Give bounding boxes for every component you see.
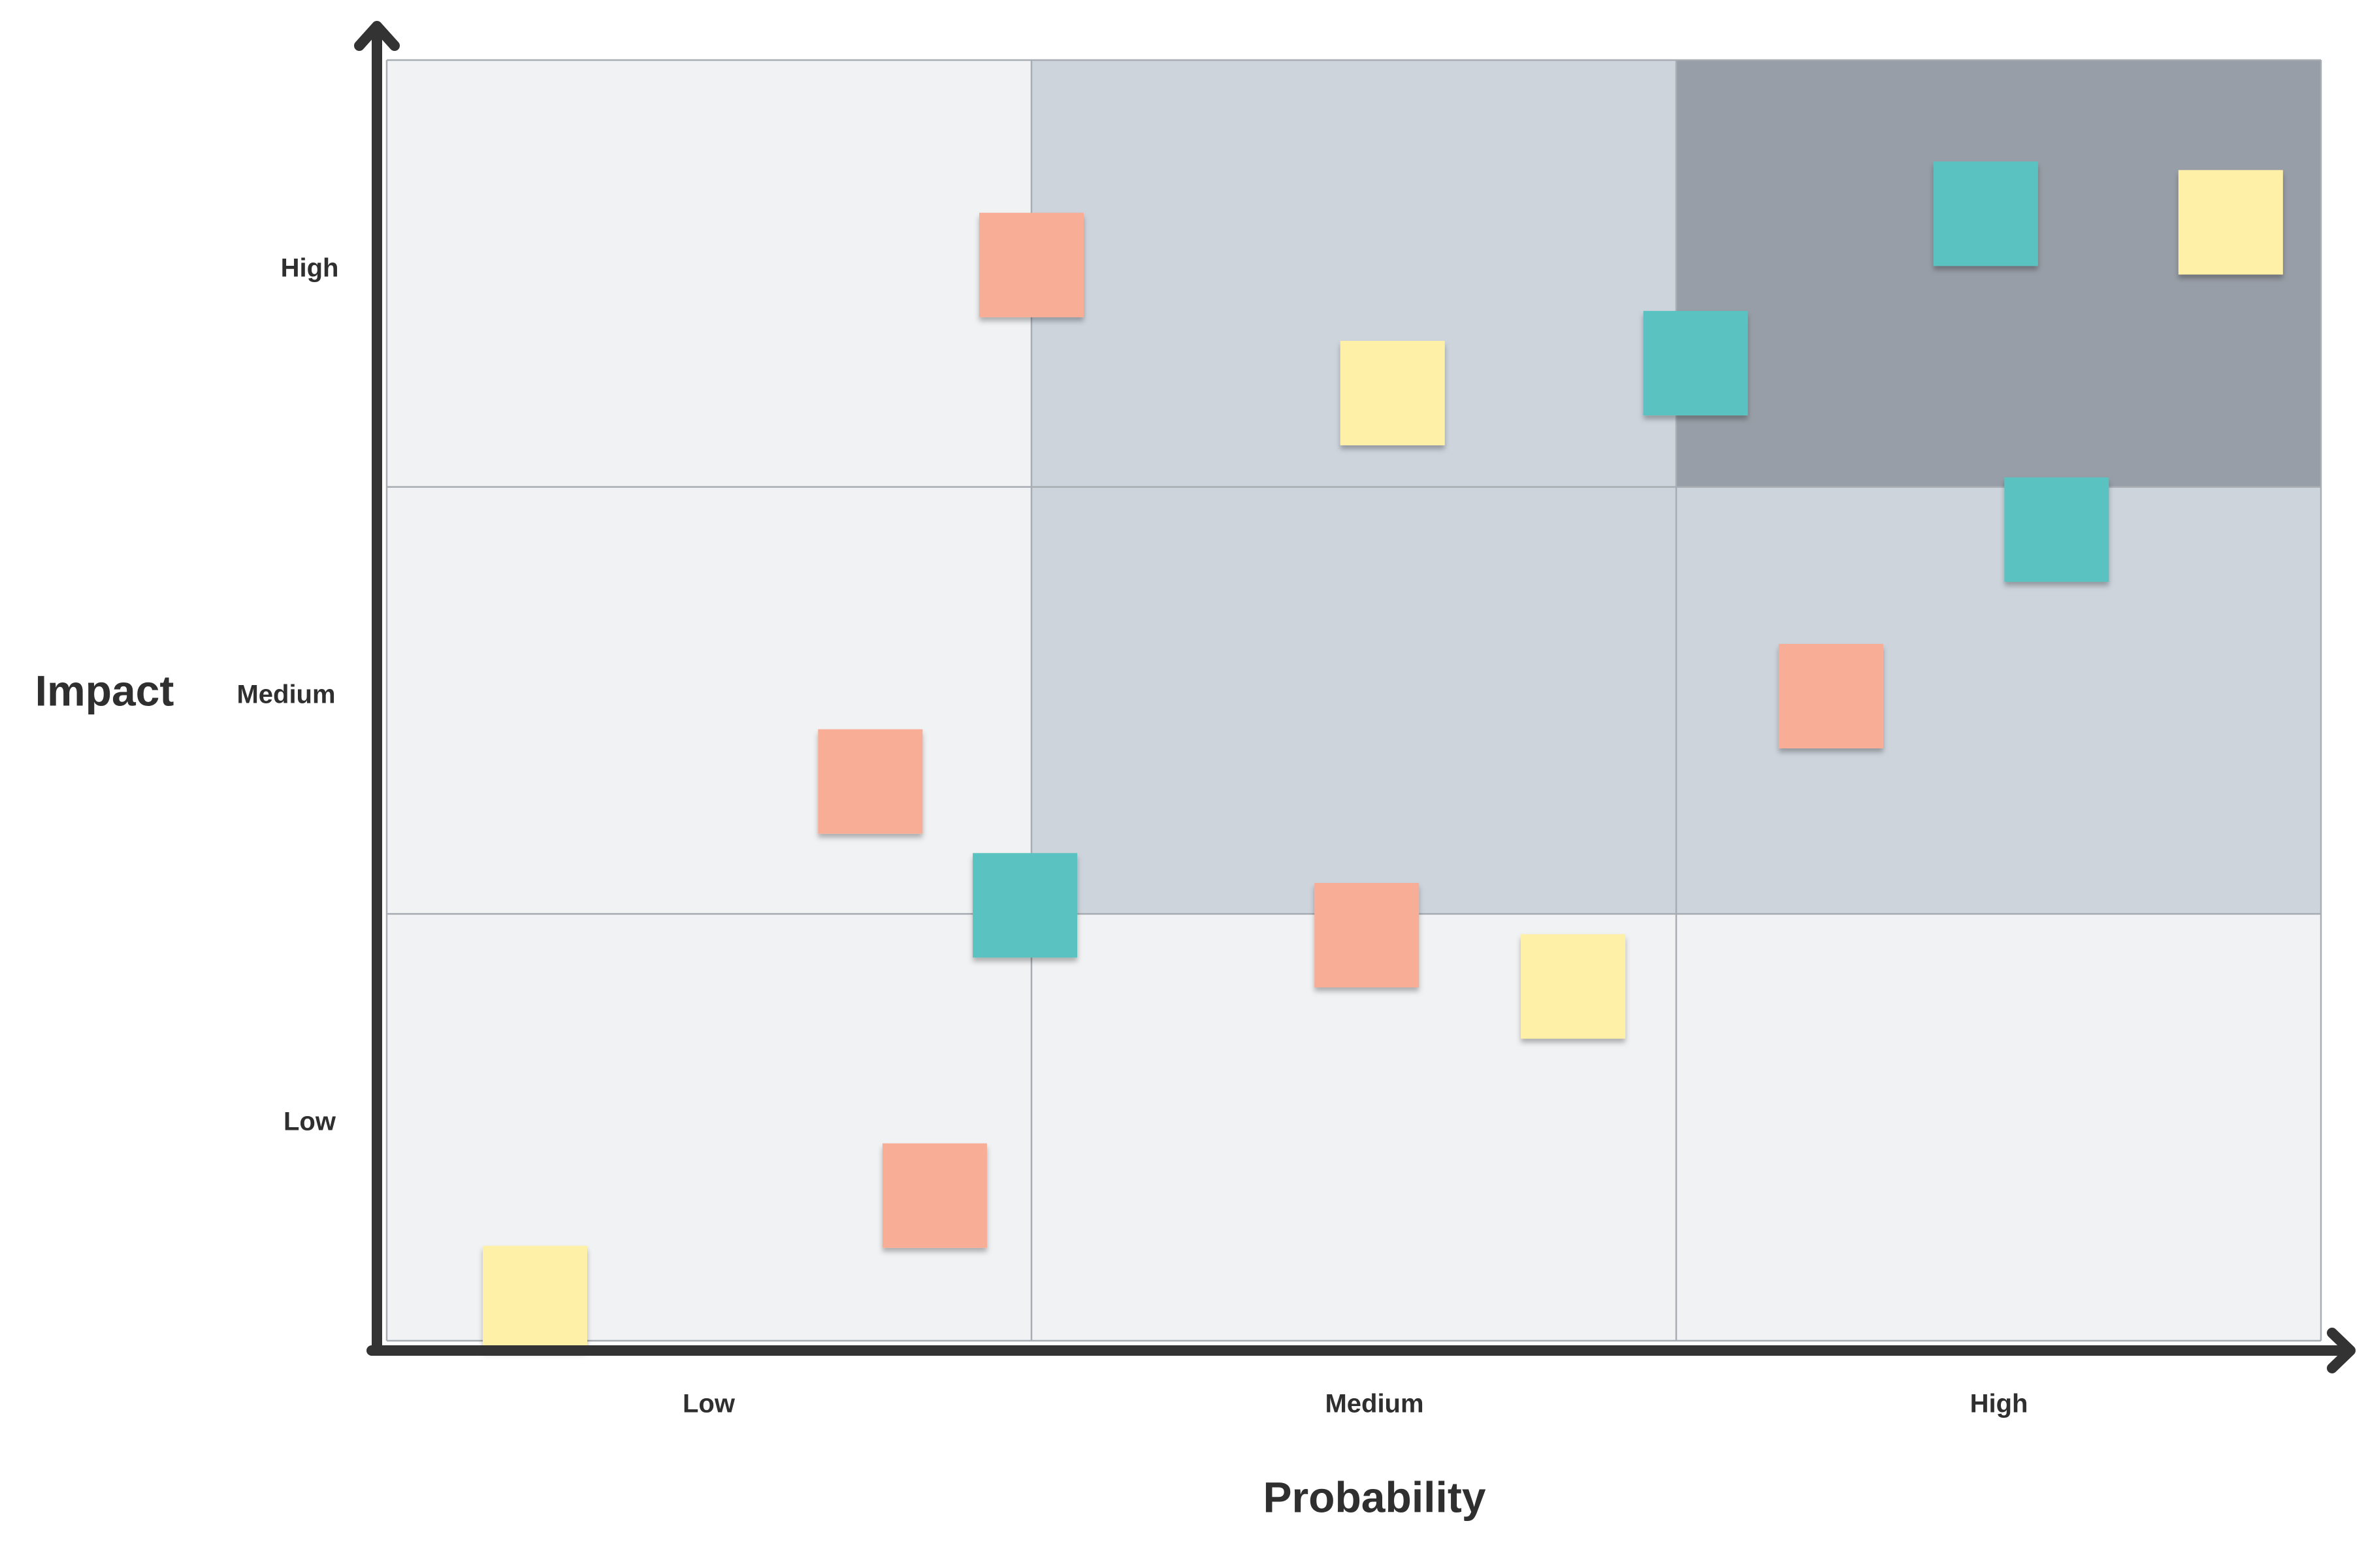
cell-medium-probability-medium-impact bbox=[1031, 487, 1676, 914]
sticky-note-salmon-1 bbox=[979, 212, 1084, 317]
y-tick-high: High bbox=[281, 254, 339, 283]
x-tick-low: Low bbox=[683, 1390, 736, 1418]
sticky-notes bbox=[483, 161, 2283, 1351]
cell-low-probability-high-impact bbox=[387, 60, 1031, 487]
sticky-note-salmon-10 bbox=[1314, 883, 1419, 987]
sticky-note-yellow-2 bbox=[1340, 340, 1445, 445]
sticky-note-yellow-5 bbox=[2178, 170, 2283, 275]
x-tick-medium: Medium bbox=[1325, 1390, 1423, 1418]
sticky-note-salmon-12 bbox=[882, 1143, 987, 1248]
x-axis-title: Probability bbox=[1263, 1473, 1485, 1521]
x-axis-arrowhead bbox=[2327, 1328, 2356, 1373]
sticky-note-yellow-13 bbox=[483, 1245, 587, 1351]
sticky-note-teal-3 bbox=[1643, 311, 1748, 416]
y-tick-low: Low bbox=[284, 1108, 336, 1136]
sticky-note-salmon-8 bbox=[818, 729, 923, 834]
y-tick-medium: Medium bbox=[236, 680, 335, 709]
axis-labels: High Medium Low Low Medium High Impact P… bbox=[35, 254, 2028, 1522]
sticky-note-teal-9 bbox=[973, 853, 1078, 958]
sticky-note-teal-4 bbox=[1933, 161, 2038, 266]
sticky-note-yellow-11 bbox=[1521, 934, 1626, 1039]
sticky-note-teal-6 bbox=[2004, 477, 2109, 582]
cell-high-probability-low-impact bbox=[1676, 914, 2321, 1341]
sticky-note-salmon-7 bbox=[1778, 644, 1883, 748]
y-axis-title: Impact bbox=[35, 666, 174, 714]
x-tick-high: High bbox=[1970, 1390, 2028, 1418]
cell-high-probability-medium-impact bbox=[1676, 487, 2321, 914]
y-axis-arrowhead bbox=[354, 21, 400, 51]
cell-low-probability-medium-impact bbox=[387, 487, 1031, 914]
axes bbox=[354, 21, 2356, 1373]
